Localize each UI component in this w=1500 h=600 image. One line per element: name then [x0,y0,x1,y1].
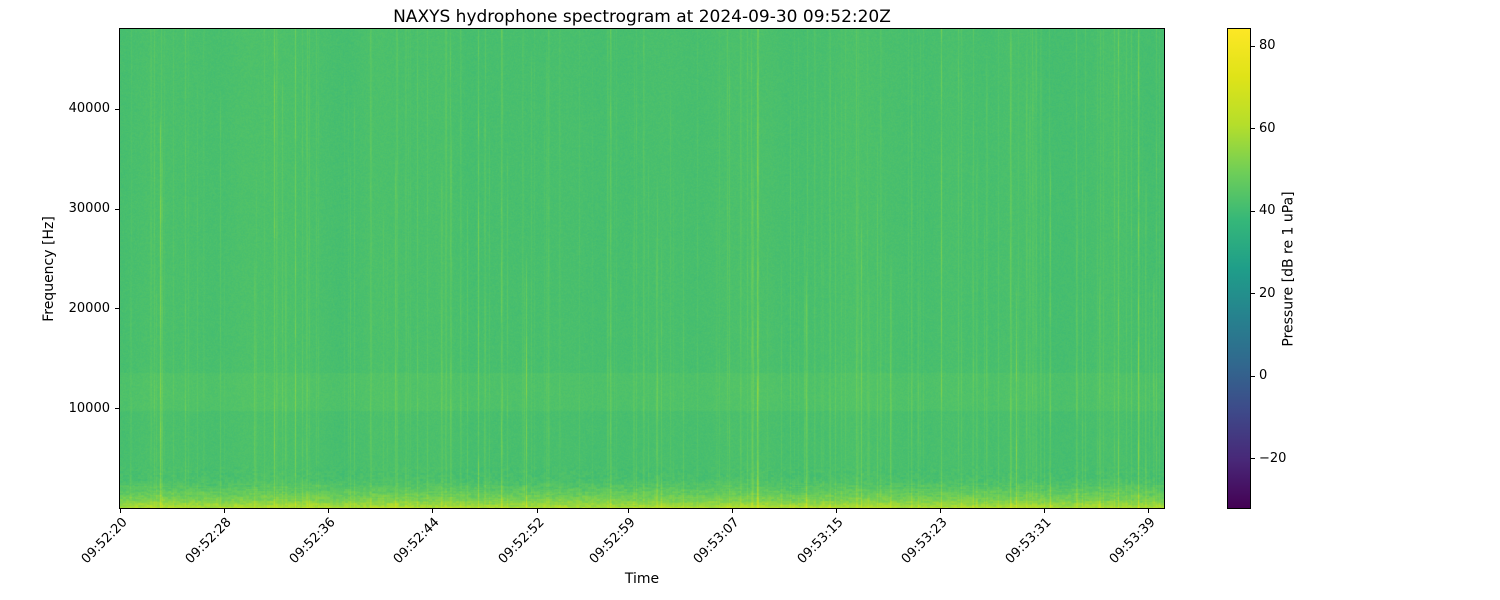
y-tick-mark [115,308,119,310]
x-tick-mark [1148,509,1150,513]
x-tick-label: 09:52:44 [391,515,443,567]
x-tick-label: 09:53:23 [898,515,951,567]
colorbar-tick-mark [1251,293,1255,295]
spectrogram-canvas [120,29,1164,508]
plot-title: NAXYS hydrophone spectrogram at 2024-09-… [393,7,891,27]
x-tick-mark [836,509,837,513]
colorbar-tick-label: 0 [1259,368,1268,384]
x-tick-label: 09:53:31 [1002,515,1055,567]
x-tick-label: 09:53:15 [794,515,847,567]
plot-area [119,28,1165,509]
colorbar-tick-mark [1251,458,1255,460]
x-tick-mark [432,509,434,513]
x-axis-label: Time [624,571,660,587]
y-tick-label: 30000 [68,201,110,217]
colorbar-label-text: Pressure [dB re 1 uPa] [1281,190,1298,347]
colorbar-tick-label: 80 [1259,38,1276,53]
x-tick-label: 09:52:59 [586,515,639,567]
x-tick-mark [627,509,629,513]
x-tick-mark [120,509,121,513]
x-tick-label: 09:53:07 [690,515,743,567]
x-tick-label: 09:52:36 [287,515,339,567]
x-tick-label: 09:53:39 [1107,515,1159,567]
x-tick-mark [1044,509,1046,513]
colorbar-tick-label: 20 [1259,285,1276,301]
x-tick-mark [328,509,330,513]
colorbar-tick-mark [1251,375,1255,377]
colorbar-tick-mark [1251,128,1255,130]
y-tick-label: 10000 [68,400,110,416]
x-tick-mark [940,509,942,513]
colorbar-tick-mark [1251,210,1255,212]
colorbar-label: Pressure [dB re 1 uPa] [1276,28,1302,509]
x-tick-mark [224,509,226,513]
x-tick-mark [536,509,538,513]
x-tick-mark [731,509,733,513]
colorbar-tick-mark [1251,45,1255,47]
colorbar-tick-label: 60 [1259,120,1276,136]
y-tick-mark [115,108,119,110]
x-tick-label: 09:52:20 [78,515,131,567]
y-tick-label: 40000 [68,101,110,117]
colorbar [1227,28,1251,509]
x-tick-label: 09:52:52 [495,515,548,567]
y-tick-label: 20000 [68,300,110,316]
y-tick-mark [115,408,119,410]
x-tick-label: 09:52:28 [182,515,235,567]
y-tick-mark [115,208,119,210]
colorbar-tick-label: 40 [1259,203,1276,219]
y-axis-label: Frequency [Hz] [38,28,60,509]
colorbar-tick-label: −20 [1259,450,1287,466]
